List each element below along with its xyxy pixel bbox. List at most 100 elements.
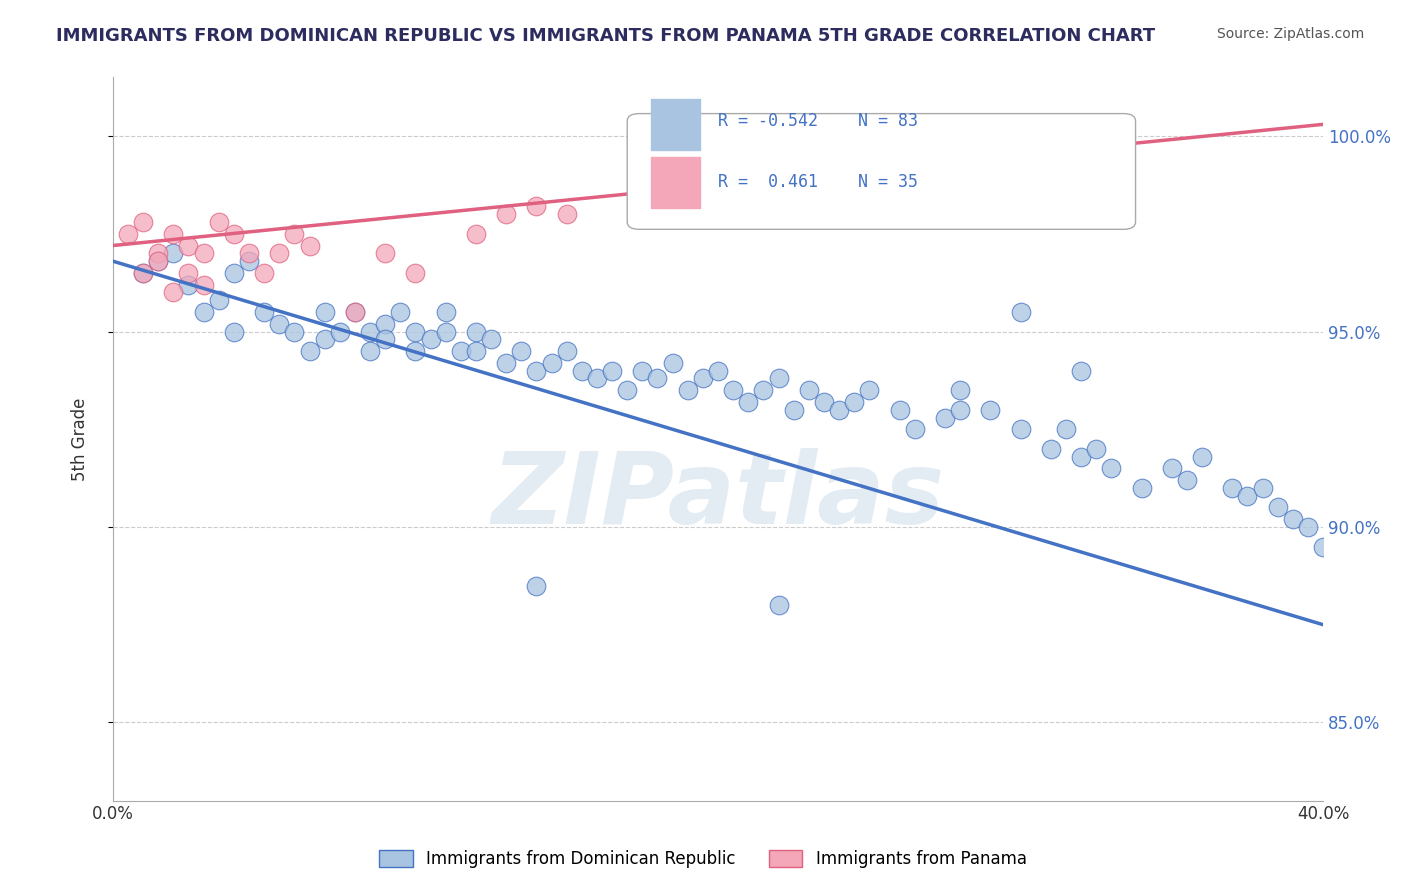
Bar [651, 99, 700, 150]
Point [768, 598, 790, 612]
Point [828, 402, 851, 417]
Point [1191, 450, 1213, 464]
Point [404, 266, 426, 280]
Point [1175, 473, 1198, 487]
Point [269, 317, 291, 331]
Point [1130, 481, 1153, 495]
Point [768, 371, 790, 385]
Point [238, 254, 260, 268]
Point [768, 176, 790, 190]
Point [1085, 442, 1108, 456]
Text: Source: ZipAtlas.com: Source: ZipAtlas.com [1216, 27, 1364, 41]
Point [329, 325, 352, 339]
Point [1236, 489, 1258, 503]
Point [813, 395, 835, 409]
Point [555, 344, 578, 359]
Point [117, 227, 139, 241]
Point [1099, 148, 1122, 162]
Point [904, 422, 927, 436]
Point [359, 325, 381, 339]
Point [253, 266, 276, 280]
Y-axis label: 5th Grade: 5th Grade [72, 397, 89, 481]
Point [949, 383, 972, 397]
Point [797, 383, 820, 397]
Point [193, 277, 215, 292]
Point [148, 246, 170, 260]
Point [555, 207, 578, 221]
Point [495, 207, 517, 221]
Point [148, 254, 170, 268]
Point [1039, 442, 1062, 456]
Point [222, 266, 245, 280]
Point [1251, 481, 1274, 495]
Point [208, 215, 231, 229]
Point [343, 305, 366, 319]
Point [571, 363, 593, 377]
Point [889, 161, 911, 175]
Point [979, 402, 1001, 417]
Point [298, 344, 321, 359]
Point [1070, 129, 1092, 144]
Point [1099, 461, 1122, 475]
Point [450, 344, 472, 359]
Point [1296, 520, 1319, 534]
FancyBboxPatch shape [627, 113, 1136, 229]
Point [721, 383, 744, 397]
Point [389, 305, 412, 319]
Point [676, 383, 699, 397]
Point [647, 371, 669, 385]
Text: ZIPatlas: ZIPatlas [492, 449, 945, 545]
Point [177, 238, 200, 252]
Point [540, 356, 562, 370]
Point [526, 199, 548, 213]
Bar [651, 157, 700, 208]
Point [193, 246, 215, 260]
Text: R = -0.542    N = 83: R = -0.542 N = 83 [718, 112, 918, 130]
Point [737, 395, 759, 409]
Point [374, 246, 396, 260]
Point [949, 402, 972, 417]
Point [1222, 481, 1244, 495]
Point [162, 246, 184, 260]
Point [1010, 305, 1032, 319]
Point [934, 410, 956, 425]
Point [162, 227, 184, 241]
Point [1010, 422, 1032, 436]
Point [495, 356, 517, 370]
Point [314, 305, 336, 319]
Point [616, 383, 638, 397]
Point [298, 238, 321, 252]
Point [404, 325, 426, 339]
Point [707, 363, 730, 377]
Point [858, 383, 880, 397]
Point [193, 305, 215, 319]
Point [222, 325, 245, 339]
Point [844, 395, 866, 409]
Point [253, 305, 276, 319]
Point [238, 246, 260, 260]
Text: IMMIGRANTS FROM DOMINICAN REPUBLIC VS IMMIGRANTS FROM PANAMA 5TH GRADE CORRELATI: IMMIGRANTS FROM DOMINICAN REPUBLIC VS IM… [56, 27, 1156, 45]
Point [434, 325, 457, 339]
Point [1070, 450, 1092, 464]
Point [314, 332, 336, 346]
Point [208, 293, 231, 308]
Point [465, 227, 488, 241]
Point [661, 356, 683, 370]
Point [1282, 512, 1305, 526]
Point [359, 344, 381, 359]
Point [889, 402, 911, 417]
Point [132, 266, 155, 280]
Point [526, 579, 548, 593]
Point [1312, 540, 1334, 554]
Point [177, 277, 200, 292]
Point [631, 363, 654, 377]
Point [148, 254, 170, 268]
Point [269, 246, 291, 260]
Point [283, 227, 305, 241]
Point [858, 168, 880, 182]
Point [479, 332, 502, 346]
Point [132, 266, 155, 280]
Point [692, 371, 714, 385]
Point [343, 305, 366, 319]
Point [1160, 461, 1182, 475]
